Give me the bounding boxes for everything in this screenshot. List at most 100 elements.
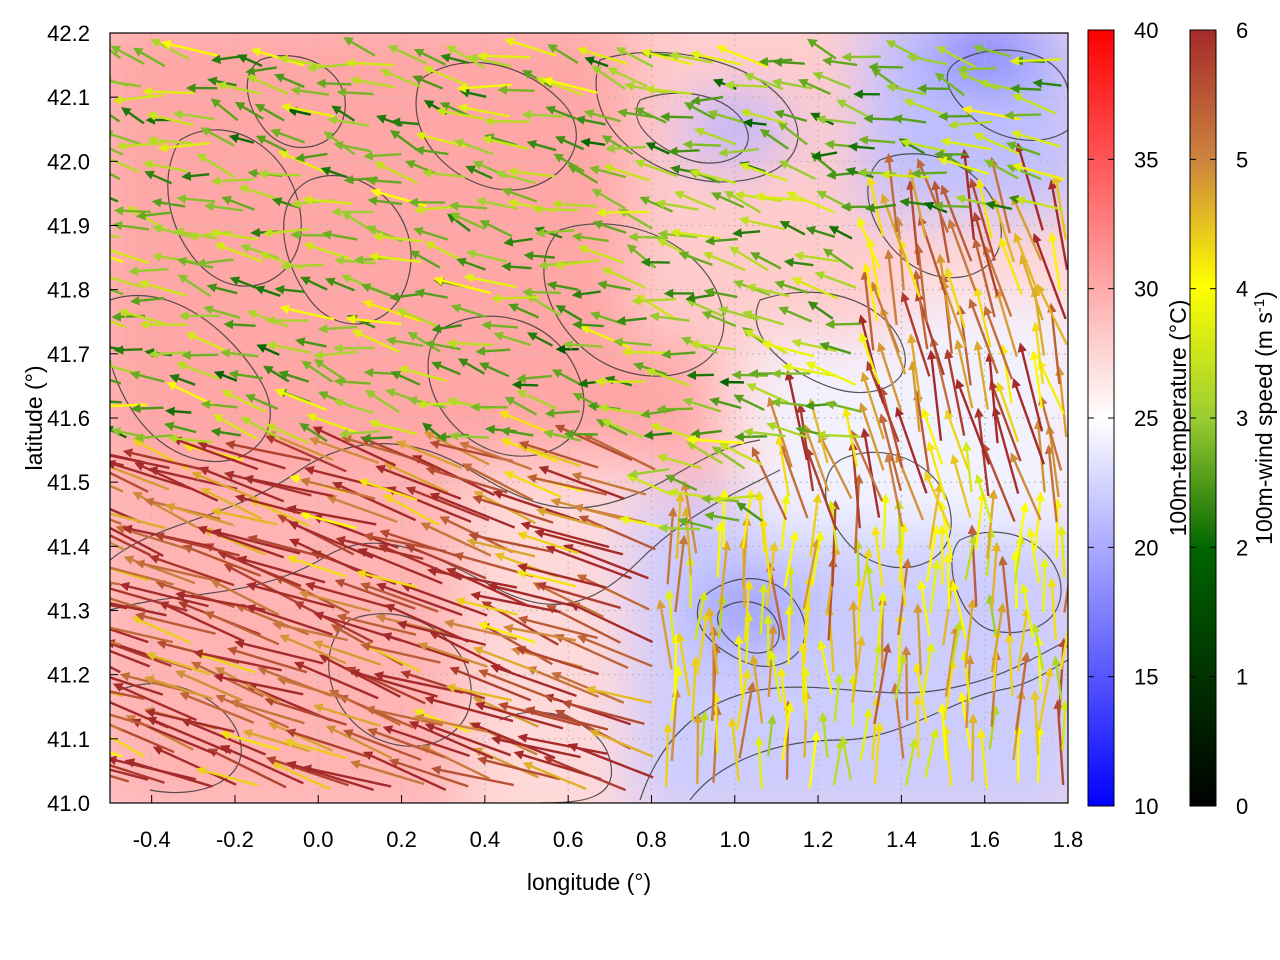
wind-vector	[819, 341, 852, 355]
wind-vector	[465, 165, 493, 180]
wind-vector	[924, 470, 952, 531]
wind-vector	[947, 119, 993, 130]
wind-vector	[781, 701, 795, 761]
wind-vector	[1047, 179, 1068, 270]
wind-vector	[643, 430, 673, 440]
contour-line	[415, 61, 577, 191]
wind-vector	[941, 724, 953, 787]
wind-vector	[236, 54, 263, 68]
wind-vector	[937, 702, 948, 761]
wind-vector	[223, 319, 256, 330]
wind-vector	[507, 167, 556, 178]
wind-vector	[964, 534, 978, 581]
wind-vector	[459, 88, 487, 98]
wind-vector	[944, 409, 970, 470]
wind-vector	[1032, 233, 1067, 320]
wind-vector	[336, 613, 417, 636]
wind-vector	[287, 106, 312, 117]
wind-vector	[806, 38, 837, 60]
wind-vector	[134, 611, 216, 635]
wind-vector	[534, 528, 624, 556]
x-tick-label: 0.4	[470, 827, 501, 852]
wind-vector	[815, 430, 861, 440]
wind-vector	[181, 350, 219, 361]
wind-vector	[1011, 93, 1057, 115]
wind-vector	[940, 137, 992, 151]
wind-vector	[223, 563, 302, 606]
wind-vector	[457, 358, 485, 375]
wind-vector	[110, 319, 126, 329]
wind-vector	[349, 759, 425, 786]
wind-vector	[738, 162, 788, 182]
wind-vector	[414, 288, 448, 299]
wind-vector	[138, 279, 187, 297]
wind-vector	[536, 581, 622, 610]
wind-vector	[357, 548, 443, 585]
wind-vector	[176, 194, 216, 204]
wind-vector	[775, 434, 791, 497]
wind-vector	[448, 201, 488, 211]
wind-vector	[1011, 162, 1065, 181]
wind-vector	[707, 109, 746, 124]
wind-vector	[742, 427, 786, 438]
wind-vector	[200, 399, 238, 410]
wind-vector	[481, 601, 559, 646]
wind-vector	[129, 370, 165, 383]
wind-vector	[818, 432, 853, 500]
wind-vector	[1015, 195, 1063, 211]
wind-vector	[866, 360, 900, 443]
wind-vector	[690, 95, 724, 106]
wind-vector	[154, 532, 240, 557]
wind-vector	[446, 338, 494, 349]
wind-vector	[203, 305, 241, 319]
y-tick-label: 41.3	[47, 599, 90, 624]
wind-vector	[390, 117, 420, 128]
temperature-colorbar-label: 100m-temperature (°C)	[1165, 300, 1191, 537]
wind-vector	[361, 643, 421, 673]
wind-vector	[571, 471, 647, 496]
wind-vector	[1039, 557, 1050, 613]
wind-vector	[973, 340, 989, 410]
wind-vector	[575, 115, 606, 126]
wind-vector	[179, 691, 255, 724]
wind-vector	[913, 390, 930, 472]
wind-vector	[690, 656, 701, 721]
wind-vector	[504, 396, 538, 416]
wind-vector	[368, 252, 422, 264]
wind-vector	[1009, 83, 1042, 94]
wind-vector	[278, 370, 310, 383]
wind-vector	[206, 283, 238, 295]
wind-vector	[478, 669, 556, 702]
wind-vector	[859, 332, 881, 385]
wind-vector	[344, 58, 395, 69]
wind-vector	[382, 725, 470, 758]
wind-vector	[461, 463, 534, 502]
wind-vector	[531, 204, 579, 215]
wind-vector	[424, 339, 461, 351]
wind-vector	[118, 308, 165, 325]
wind-vector	[210, 176, 255, 186]
y-axis-label: latitude (°)	[21, 365, 47, 470]
wind-vector	[134, 559, 213, 581]
wind-vector	[597, 280, 631, 291]
wind-vector	[864, 202, 897, 213]
wind-vector	[1059, 608, 1068, 670]
y-tick-label: 41.0	[47, 791, 90, 816]
wind-vector	[443, 619, 518, 641]
wind-vector	[1060, 699, 1068, 751]
wind-vector	[219, 745, 304, 785]
wind-vector	[312, 514, 399, 549]
wind-vector	[786, 191, 835, 214]
wind-vector	[975, 177, 993, 239]
wind-vector	[858, 135, 896, 145]
wind-vector	[426, 566, 518, 589]
wind-vector	[110, 751, 122, 758]
wind-vector	[738, 681, 757, 759]
wind-vector	[765, 561, 786, 641]
x-axis-ticks: -0.4 -0.2 0.0 0.2 0.4 0.6 0.8 1.0 1.2 1.4 1.6 1.8	[133, 795, 1083, 852]
wind-vector	[234, 101, 264, 120]
wind-vector	[196, 153, 236, 179]
wind-vector	[864, 563, 875, 612]
wind-vector	[395, 440, 462, 469]
wind-vector	[110, 581, 120, 586]
